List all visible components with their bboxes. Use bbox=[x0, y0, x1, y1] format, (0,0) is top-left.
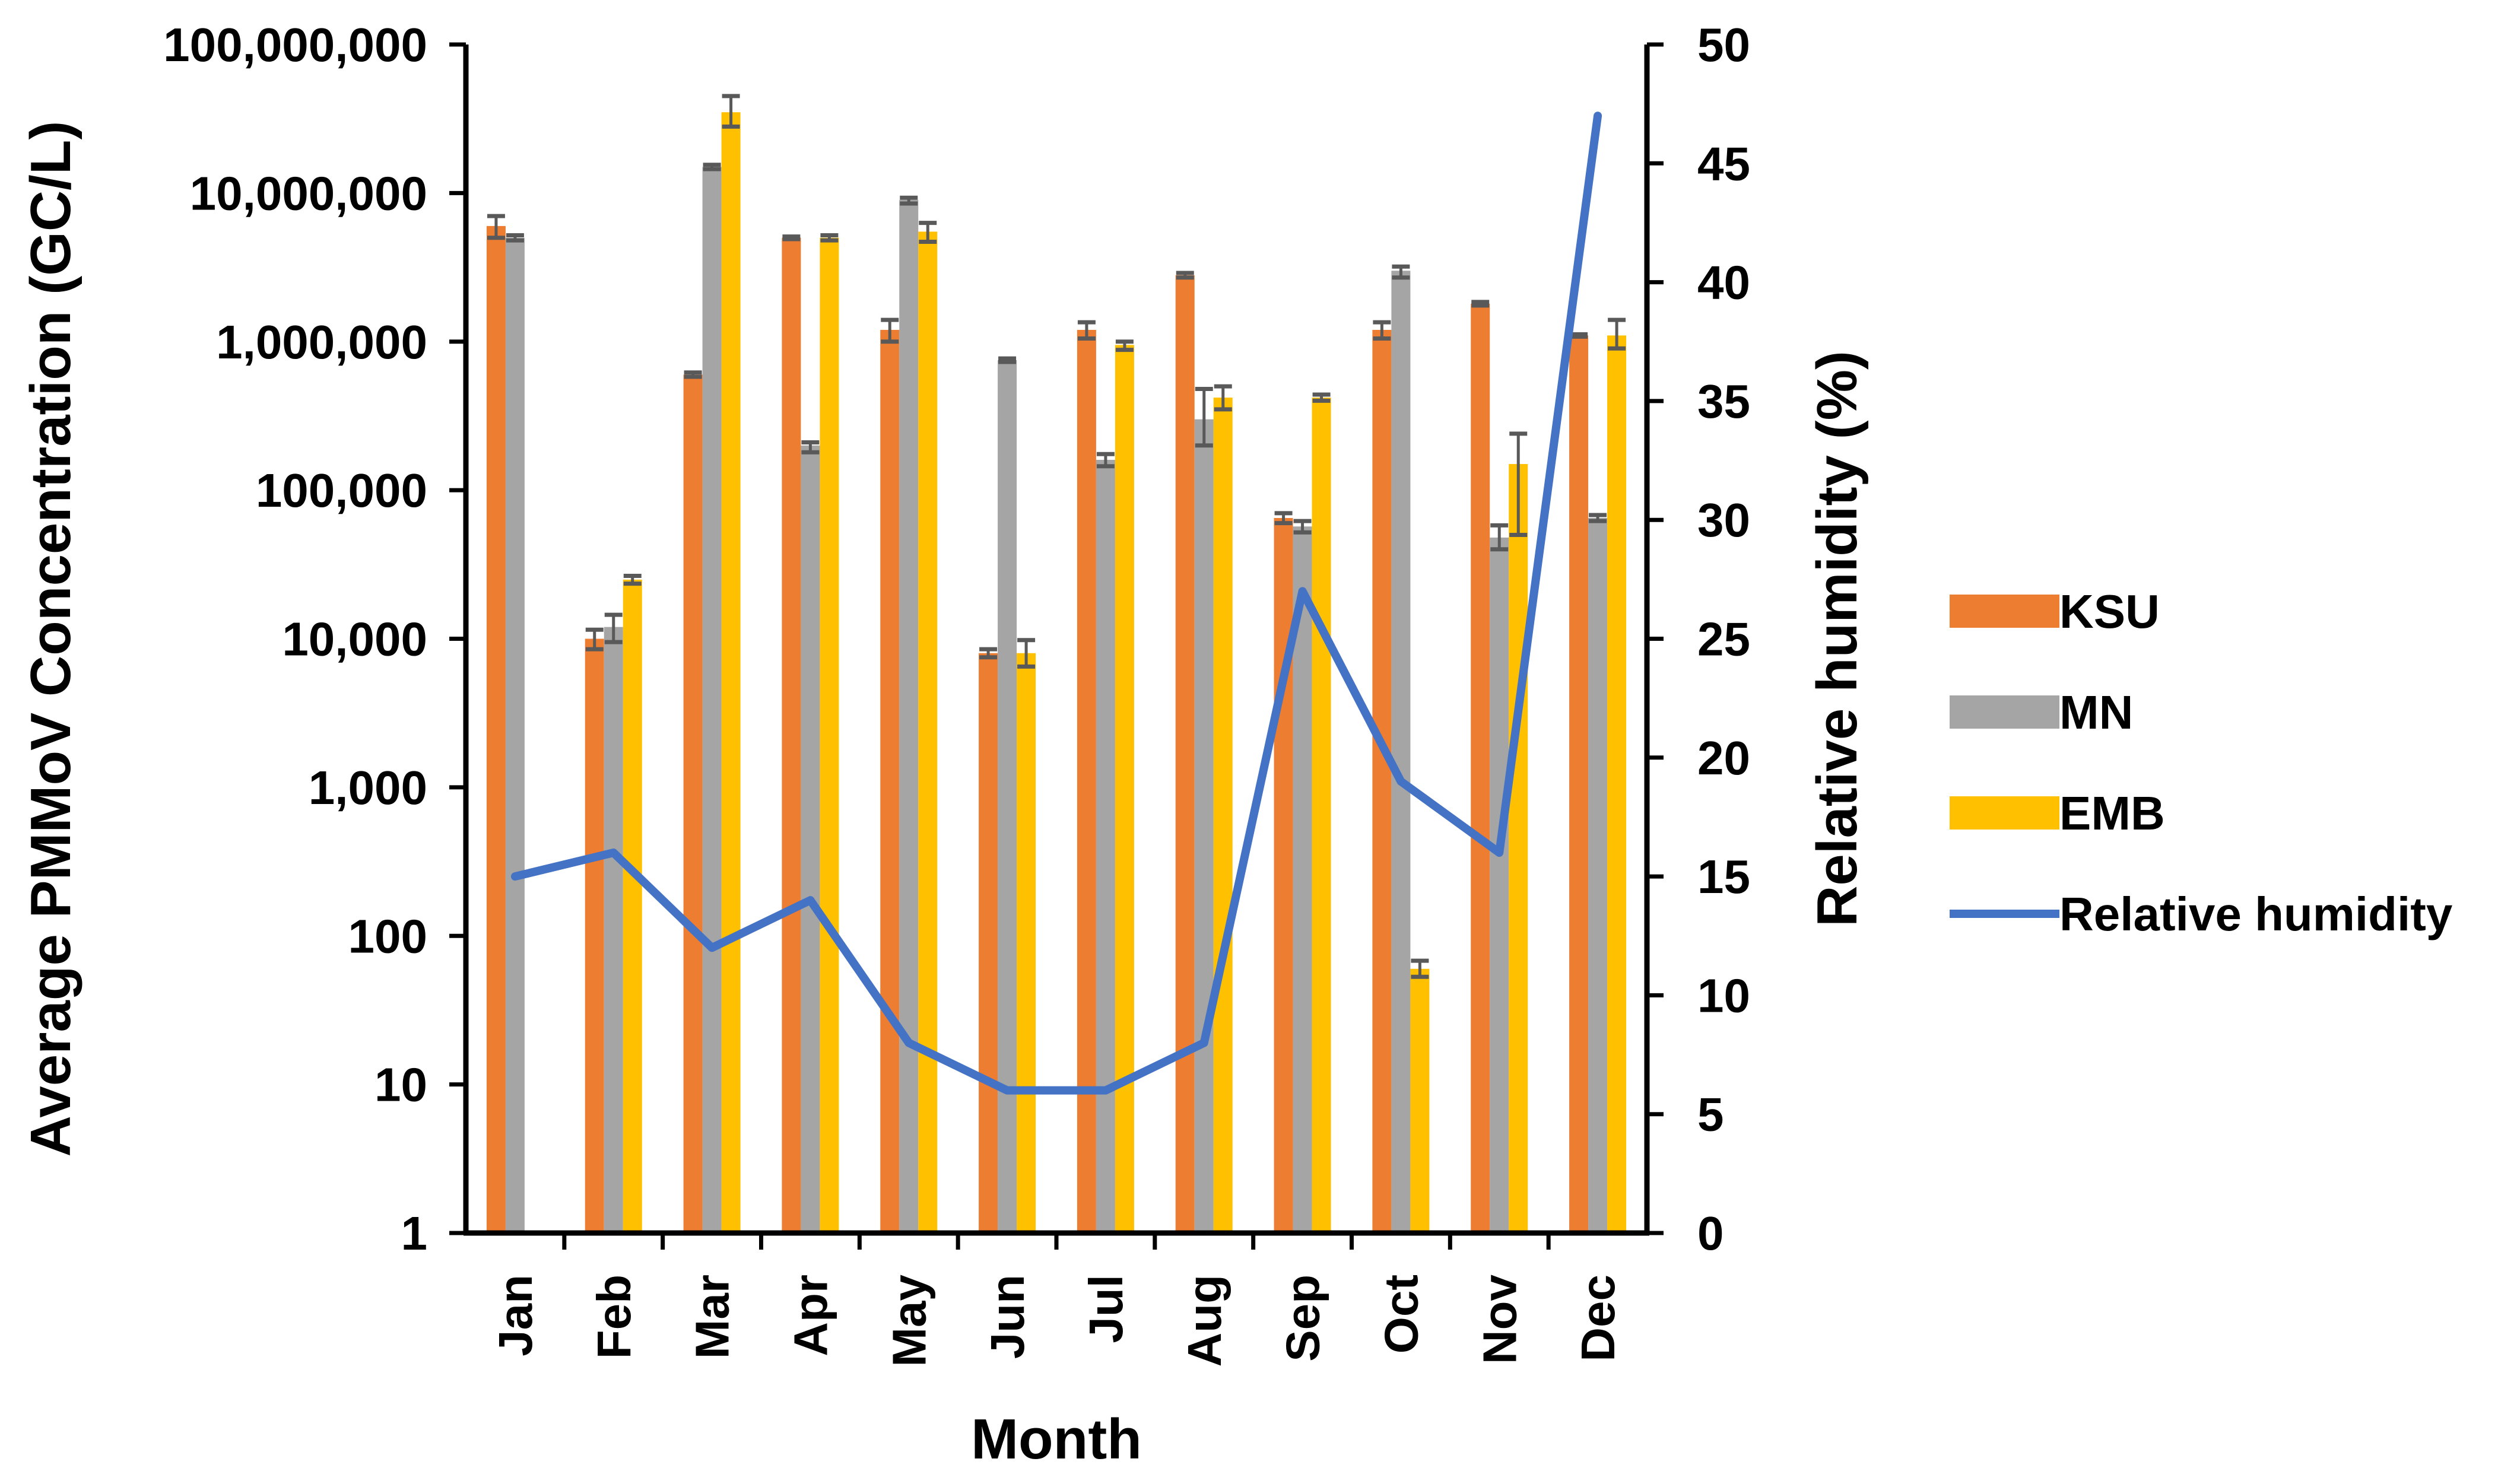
y2-tick-label: 25 bbox=[1697, 613, 1750, 666]
y-tick-label: 10 bbox=[374, 1059, 427, 1111]
y-tick-label: 1 bbox=[401, 1207, 428, 1260]
x-tick-label-oct: Oct bbox=[1375, 1275, 1427, 1353]
bar-ksu-may bbox=[880, 329, 900, 1233]
x-tick-label-mar: Mar bbox=[686, 1275, 739, 1359]
y-tick-label: 100,000,000 bbox=[163, 18, 427, 71]
bar-mn-sep bbox=[1293, 526, 1312, 1233]
humidity-point-oct bbox=[1400, 780, 1402, 782]
bar-ksu-mar bbox=[683, 374, 703, 1233]
y2-tick-label: 0 bbox=[1697, 1207, 1724, 1260]
humidity-point-mar bbox=[711, 947, 713, 949]
y2-tick-label: 5 bbox=[1697, 1088, 1724, 1141]
bar-emb-jun bbox=[1017, 653, 1036, 1233]
humidity-point-jul bbox=[1104, 1089, 1106, 1091]
bar-ksu-aug bbox=[1175, 275, 1195, 1233]
bar-ksu-oct bbox=[1372, 329, 1392, 1233]
humidity-point-apr bbox=[810, 900, 811, 901]
x-tick-label-feb: Feb bbox=[588, 1275, 640, 1359]
y2-tick-label: 30 bbox=[1697, 494, 1750, 546]
x-tick-label-jun: Jun bbox=[981, 1275, 1034, 1359]
y2-tick-label: 45 bbox=[1697, 137, 1750, 190]
y-axis-title: Average PMMoV Concentration (GC/L) bbox=[19, 121, 82, 1157]
x-tick-label-jan: Jan bbox=[489, 1275, 542, 1356]
x-tick-label-sep: Sep bbox=[1277, 1275, 1329, 1362]
bar-emb-sep bbox=[1312, 398, 1331, 1233]
humidity-point-dec bbox=[1597, 115, 1599, 117]
bar-ksu-feb bbox=[585, 638, 604, 1233]
bar-emb-nov bbox=[1509, 464, 1528, 1233]
legend-label-ksu: KSU bbox=[2059, 585, 2160, 638]
humidity-point-sep bbox=[1302, 590, 1303, 592]
legend-label-relative-humidity: Relative humidity bbox=[2059, 888, 2453, 940]
bar-mn-apr bbox=[801, 445, 820, 1233]
legend-label-emb: EMB bbox=[2059, 787, 2165, 840]
humidity-line-layer bbox=[510, 112, 1602, 1095]
bar-emb-dec bbox=[1607, 335, 1627, 1234]
x-tick-label-may: May bbox=[883, 1274, 935, 1367]
bar-emb-mar bbox=[721, 112, 741, 1234]
bar-emb-may bbox=[918, 231, 938, 1233]
bar-mn-jul bbox=[1096, 460, 1115, 1233]
x-tick-label-nov: Nov bbox=[1473, 1275, 1526, 1365]
legend-swatch-emb bbox=[1950, 796, 2059, 830]
bar-ksu-sep bbox=[1274, 517, 1293, 1233]
bar-ksu-dec bbox=[1569, 335, 1589, 1234]
tick-labels-layer: 1101001,00010,000100,0001,000,00010,000,… bbox=[163, 18, 1750, 1367]
y-tick-label: 1,000,000 bbox=[216, 316, 427, 368]
legend: KSU MN EMB Relative humidity bbox=[1950, 585, 2453, 940]
bar-ksu-jun bbox=[979, 653, 998, 1233]
y2-tick-label: 40 bbox=[1697, 256, 1750, 309]
humidity-point-may bbox=[908, 1042, 910, 1044]
legend-label-mn: MN bbox=[2059, 686, 2133, 739]
humidity-point-aug bbox=[1203, 1042, 1205, 1044]
y-tick-label: 10,000,000 bbox=[190, 167, 427, 220]
x-tick-label-apr: Apr bbox=[784, 1275, 837, 1356]
y2-tick-label: 35 bbox=[1697, 375, 1750, 428]
humidity-line bbox=[510, 112, 1602, 1095]
bar-ksu-jul bbox=[1077, 329, 1096, 1233]
x-tick-label-jul: Jul bbox=[1080, 1275, 1132, 1343]
error-bars-layer bbox=[487, 94, 1626, 979]
bar-mn-feb bbox=[604, 627, 623, 1233]
axes-layer bbox=[449, 42, 1664, 1250]
humidity-point-jun bbox=[1007, 1089, 1008, 1091]
bar-mn-mar bbox=[702, 167, 722, 1234]
bar-emb-oct bbox=[1410, 968, 1430, 1233]
y-tick-label: 100 bbox=[348, 910, 427, 962]
y-tick-label: 1,000 bbox=[309, 761, 427, 814]
bar-emb-aug bbox=[1213, 398, 1233, 1233]
bar-ksu-jan bbox=[486, 225, 506, 1233]
y-tick-label: 10,000 bbox=[282, 613, 427, 666]
humidity-point-jan bbox=[514, 876, 516, 878]
y2-tick-label: 10 bbox=[1697, 969, 1750, 1022]
y2-tick-label: 15 bbox=[1697, 850, 1750, 903]
y2-tick-label: 50 bbox=[1697, 18, 1750, 71]
bar-mn-dec bbox=[1588, 517, 1608, 1233]
y-tick-label: 100,000 bbox=[256, 464, 427, 517]
bar-ksu-nov bbox=[1471, 303, 1490, 1233]
x-tick-label-dec: Dec bbox=[1572, 1275, 1624, 1362]
bar-mn-jun bbox=[998, 360, 1017, 1234]
y2-tick-label: 20 bbox=[1697, 732, 1750, 784]
bar-mn-jan bbox=[505, 237, 525, 1234]
bar-ksu-apr bbox=[782, 237, 801, 1234]
legend-swatch-mn bbox=[1950, 695, 2059, 729]
x-tick-label-aug: Aug bbox=[1178, 1275, 1231, 1367]
bar-emb-apr bbox=[820, 237, 839, 1234]
x-axis-title: Month bbox=[971, 1407, 1142, 1471]
bar-mn-aug bbox=[1194, 419, 1214, 1233]
humidity-point-nov bbox=[1499, 852, 1500, 854]
legend-swatch-ksu bbox=[1950, 595, 2059, 628]
bar-emb-feb bbox=[623, 579, 642, 1234]
humidity-point-feb bbox=[612, 852, 614, 854]
bar-mn-may bbox=[899, 199, 919, 1233]
bar-mn-nov bbox=[1490, 537, 1509, 1233]
bar-mn-oct bbox=[1391, 271, 1411, 1233]
y2-axis-title: Relative humidity (%) bbox=[1805, 351, 1869, 927]
bar-emb-jul bbox=[1115, 345, 1134, 1234]
bars-layer bbox=[486, 112, 1627, 1234]
